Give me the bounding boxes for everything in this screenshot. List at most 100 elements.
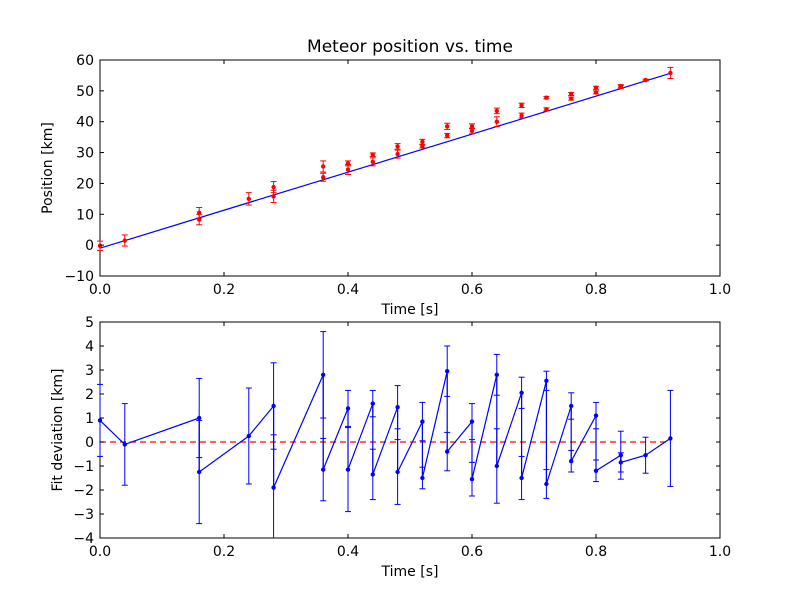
deviation-plot-xlabel: Time [s] bbox=[381, 564, 439, 580]
deviation-plot-ytick-label: −4 bbox=[73, 531, 94, 547]
position-point bbox=[321, 164, 326, 169]
deviation-point bbox=[271, 485, 276, 490]
position-plot-ylabel: Position [km] bbox=[40, 122, 56, 214]
deviation-point bbox=[370, 472, 375, 477]
position-point bbox=[469, 124, 475, 129]
position-plot-xtick-label: 0.0 bbox=[89, 282, 111, 298]
deviation-point bbox=[519, 390, 524, 395]
deviation-point bbox=[395, 469, 400, 475]
deviation-plot-ytick-label: 4 bbox=[85, 339, 94, 355]
position-point bbox=[370, 159, 375, 165]
deviation-plot-ytick-label: 3 bbox=[85, 363, 94, 379]
position-point bbox=[593, 85, 599, 90]
position-plot-ytick-label: 50 bbox=[76, 84, 94, 100]
position-plot-ytick-label: −10 bbox=[64, 269, 94, 285]
position-plot-xlabel: Time [s] bbox=[381, 302, 439, 318]
position-plot-frame bbox=[99, 59, 721, 277]
deviation-point bbox=[271, 403, 276, 409]
deviation-plot-xtick-label: 0.2 bbox=[213, 544, 235, 560]
deviation-plot-xtick-label: 0.0 bbox=[89, 544, 111, 560]
deviation-plot-ytick-label: 2 bbox=[85, 387, 94, 403]
deviation-point bbox=[519, 475, 524, 481]
position-point bbox=[668, 70, 673, 76]
position-point bbox=[643, 77, 648, 83]
position-point bbox=[494, 119, 499, 124]
deviation-plot: 0.0 0.2 0.4 0.6 0.8 1.0 −4 −3 −2 −1 0 1 2 3 4 5 Time [s… bbox=[50, 315, 731, 580]
position-point bbox=[420, 139, 425, 144]
deviation-plot-xtick-label: 1.0 bbox=[709, 544, 731, 560]
fit-line bbox=[99, 72, 671, 249]
position-point bbox=[122, 238, 128, 243]
position-plot-xtick-label: 1.0 bbox=[709, 282, 731, 298]
deviation-point bbox=[97, 418, 103, 423]
deviation-point bbox=[420, 419, 425, 424]
deviation-plot-ytick-label: −3 bbox=[73, 507, 94, 523]
deviation-plot-ticks: 0.0 0.2 0.4 0.6 0.8 1.0 −4 −3 −2 −1 0 1 2 3 4 5 bbox=[73, 315, 731, 560]
position-point bbox=[494, 108, 499, 114]
deviation-point bbox=[469, 477, 475, 482]
position-plot-ytick-label: 10 bbox=[76, 207, 94, 223]
position-plot-data bbox=[97, 66, 674, 251]
position-plot: Meteor position vs. time 0.0 0.2 0.4 0.6 0.8… bbox=[40, 37, 731, 318]
position-point bbox=[370, 152, 375, 157]
deviation-point bbox=[420, 475, 425, 481]
position-point bbox=[271, 184, 276, 190]
position-plot-ytick-label: 40 bbox=[76, 115, 94, 131]
position-point bbox=[246, 196, 251, 202]
deviation-point bbox=[618, 453, 623, 458]
deviation-plot-xtick-label: 0.8 bbox=[585, 544, 607, 560]
deviation-point bbox=[370, 401, 375, 406]
position-point bbox=[97, 243, 103, 248]
deviation-point bbox=[544, 481, 549, 487]
position-point bbox=[618, 84, 623, 90]
position-point bbox=[321, 175, 326, 180]
position-point bbox=[593, 90, 599, 95]
position-plot-xtick-label: 0.4 bbox=[337, 282, 359, 298]
deviation-point bbox=[246, 433, 251, 439]
deviation-point bbox=[345, 406, 351, 411]
deviation-point bbox=[494, 372, 499, 377]
deviation-plot-ytick-label: −1 bbox=[73, 459, 94, 475]
position-plot-ytick-label: 20 bbox=[76, 176, 94, 192]
position-point bbox=[519, 103, 524, 108]
deviation-point bbox=[197, 415, 202, 421]
deviation-plot-xtick-label: 0.4 bbox=[337, 544, 359, 560]
position-point bbox=[469, 128, 475, 134]
position-point bbox=[544, 95, 549, 100]
deviation-plot-ytick-label: 5 bbox=[85, 315, 94, 331]
deviation-point bbox=[469, 419, 475, 424]
deviation-point bbox=[321, 372, 326, 377]
deviation-point bbox=[197, 469, 202, 475]
deviation-point bbox=[445, 449, 450, 454]
position-plot-ytick-label: 60 bbox=[76, 53, 94, 69]
position-point bbox=[395, 151, 400, 157]
position-plot-xtick-label: 0.6 bbox=[461, 282, 483, 298]
deviation-plot-ytick-label: 0 bbox=[85, 435, 94, 451]
position-point bbox=[569, 96, 574, 101]
deviation-point bbox=[345, 467, 351, 472]
position-plot-title: Meteor position vs. time bbox=[307, 37, 513, 57]
position-point bbox=[345, 167, 351, 172]
deviation-point bbox=[122, 442, 128, 447]
deviation-plot-ytick-label: −2 bbox=[73, 483, 94, 499]
position-plot-xtick-label: 0.8 bbox=[585, 282, 607, 298]
position-point bbox=[445, 133, 450, 138]
deviation-point bbox=[593, 413, 599, 418]
deviation-point bbox=[321, 467, 326, 472]
deviation-point bbox=[544, 378, 549, 383]
position-point bbox=[519, 113, 524, 118]
position-plot-ytick-label: 0 bbox=[85, 238, 94, 254]
deviation-plot-data bbox=[97, 331, 674, 538]
deviation-point bbox=[445, 369, 450, 374]
deviation-point bbox=[618, 460, 623, 465]
position-point bbox=[420, 144, 425, 149]
deviation-plot-ytick-label: 1 bbox=[85, 411, 94, 427]
position-plot-ytick-label: 30 bbox=[76, 146, 94, 162]
position-plot-xtick-label: 0.2 bbox=[213, 282, 235, 298]
deviation-point bbox=[593, 468, 599, 473]
position-point bbox=[271, 194, 276, 199]
deviation-point bbox=[395, 405, 400, 410]
deviation-plot-xtick-label: 0.6 bbox=[461, 544, 483, 560]
position-point bbox=[569, 91, 574, 97]
